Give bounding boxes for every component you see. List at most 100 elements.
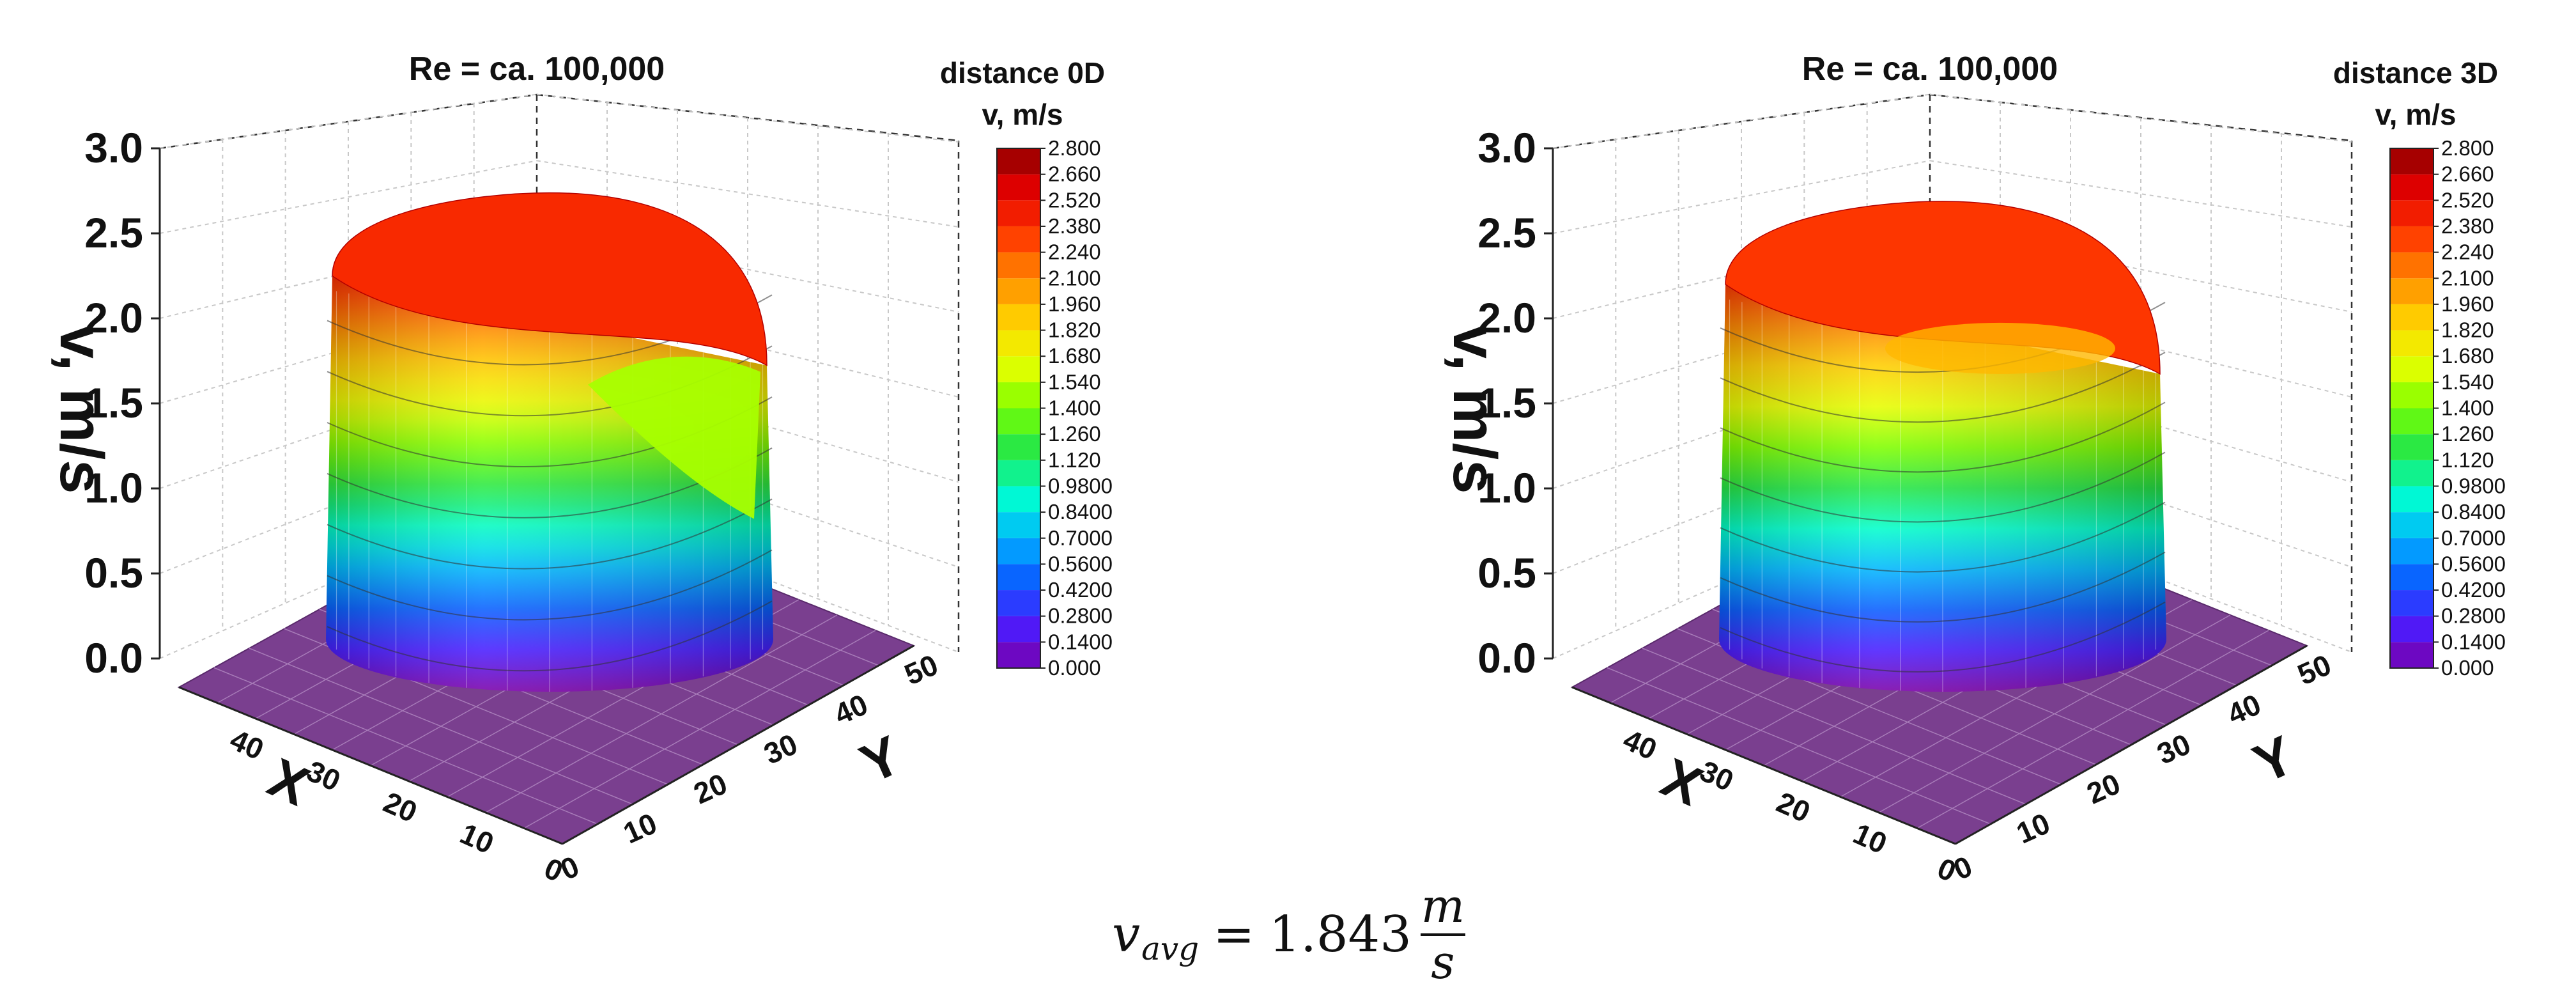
right-colorbar-band-15 (2390, 252, 2433, 279)
left-colorbar-band-4 (997, 538, 1040, 565)
left-colorbar-tick-13: 1.820 (1048, 318, 1101, 342)
right-x-axis-line (1571, 686, 1956, 845)
left-colorbar-band-9 (997, 408, 1040, 435)
left-colorbar-tick-10: 1.400 (1048, 396, 1101, 420)
right-z-tick-3: 1.5 (1477, 379, 1536, 426)
right-colorbar-band-17 (2390, 200, 2433, 226)
left-surface-notch (588, 356, 760, 519)
left-colorbar-tick-7: 0.9800 (1048, 474, 1113, 497)
right-grid-z-left-5 (1552, 160, 1931, 234)
right-y-tick-5: 50 (2293, 648, 2336, 691)
right-colorbar-tick-8: 1.120 (2441, 448, 2494, 472)
left-y-tick-1: 10 (619, 806, 662, 850)
right-colorbar-band-18 (2390, 174, 2433, 201)
formula-symbol: v (1112, 905, 1141, 963)
left-z-tick-2: 1.0 (84, 464, 143, 511)
left-colorbar-tick-0: 0.000 (1048, 656, 1101, 680)
formula-subscript: avg (1141, 930, 1199, 967)
left-colorbar-tick-11: 1.540 (1048, 370, 1101, 394)
right-colorbar-band-19 (2390, 148, 2433, 175)
left-colorbar-band-12 (997, 330, 1040, 357)
left-y-tick-3: 30 (759, 727, 803, 770)
right-colorbar-band-10 (2390, 382, 2433, 409)
left-colorbar-band-6 (997, 486, 1040, 513)
left-colorbar-tick-3: 0.4200 (1048, 578, 1113, 602)
right-y-tick-1: 10 (2012, 806, 2055, 850)
right-colorbar-band-11 (2390, 356, 2433, 382)
left-y-axis-line (562, 644, 914, 845)
left-surface-mesh (335, 291, 764, 692)
left-colorbar-band-10 (997, 382, 1040, 409)
left-colorbar-tick-17: 2.380 (1048, 214, 1101, 238)
left-colorbar-tick-8: 1.120 (1048, 448, 1101, 472)
left-colorbar-tick-18: 2.520 (1048, 188, 1101, 212)
left-floor-line-b-8 (485, 614, 838, 813)
left-colorbar-tick-19: 2.660 (1048, 162, 1101, 186)
right-contour-2 (1720, 551, 2166, 623)
right-colorbar-tick-5: 0.7000 (2441, 526, 2506, 550)
right-colorbar-tick-4: 0.5600 (2441, 552, 2506, 575)
left-colorbar-tick-6: 0.8400 (1048, 500, 1113, 524)
left-colorbar-band-7 (997, 460, 1040, 487)
left-colorbar-band-0 (997, 642, 1040, 668)
right-surface-mesh (1729, 299, 2157, 692)
left-grid-z-right-1 (536, 425, 959, 568)
right-grid-z-right-1 (1929, 425, 2352, 568)
right-colorbar-tick-19: 2.660 (2441, 162, 2494, 186)
left-y-label: Y (851, 724, 909, 795)
formula-unit-numerator: m (1421, 879, 1465, 933)
right-colorbar-band-2 (2390, 590, 2433, 616)
right-contour-1 (1720, 601, 2166, 673)
left-z-tick-5: 2.5 (84, 209, 143, 256)
left-colorbar-band-5 (997, 512, 1040, 538)
right-x-tick-2: 20 (1772, 785, 1816, 829)
right-x-tick-4: 40 (1619, 722, 1662, 766)
average-velocity-formula: v avg = 1.843 m s (1112, 882, 1465, 986)
left-colorbar-band-16 (997, 226, 1040, 253)
right-contour-6 (1720, 352, 2166, 423)
left-grid-z-left-5 (159, 160, 537, 234)
left-colorbar-band-3 (997, 564, 1040, 591)
right-z-tick-1: 0.5 (1477, 549, 1536, 596)
right-z-tick-6: 3.0 (1477, 124, 1536, 171)
left-colorbar-band-15 (997, 252, 1040, 279)
left-colorbar-band-19 (997, 148, 1040, 175)
right-z-tick-5: 2.5 (1477, 209, 1536, 256)
right-colorbar-tick-17: 2.380 (2441, 214, 2494, 238)
left-colorbar-band-11 (997, 356, 1040, 382)
right-colorbar-tick-2: 0.2800 (2441, 604, 2506, 628)
left-x-tick-1: 10 (456, 816, 499, 860)
right-colorbar-band-14 (2390, 278, 2433, 304)
surface-plot-0d: Re = ca. 100,000 distance 0D v, m/s 0.0 0.5 1… (47, 51, 1113, 882)
right-colorbar-band-3 (2390, 564, 2433, 591)
right-colorbar-tick-13: 1.820 (2441, 318, 2494, 342)
left-y-tick-0: 0 (555, 849, 584, 882)
surface-plot-3d: Re = ca. 100,000 distance 3D v, m/s 0.0 0.5 1… (1440, 51, 2506, 882)
left-colorbar-band-2 (997, 590, 1040, 616)
right-colorbar-band-1 (2390, 616, 2433, 642)
right-colorbar-band-8 (2390, 434, 2433, 460)
left-colorbar-band-1 (997, 616, 1040, 642)
left-y-tick-2: 20 (689, 767, 732, 810)
right-colorbar-band-4 (2390, 538, 2433, 565)
left-surface-top (332, 192, 767, 366)
right-colorbar-tick-20: 2.800 (2441, 136, 2494, 160)
right-colorbar-band-7 (2390, 460, 2433, 487)
right-colorbar-band-16 (2390, 226, 2433, 253)
left-colorbar-title-line1: distance 0D (940, 56, 1105, 90)
right-colorbar-title-line1: distance 3D (2333, 56, 2498, 90)
right-surface-dip (1885, 322, 2115, 374)
right-y-label: Y (2244, 724, 2302, 795)
left-colorbar-tick-20: 2.800 (1048, 136, 1101, 160)
right-title: Re = ca. 100,000 (1802, 51, 2058, 88)
left-x-tick-2: 20 (379, 785, 422, 829)
right-colorbar-band-6 (2390, 486, 2433, 513)
right-z-tick-0: 0.0 (1477, 634, 1536, 681)
left-z-tick-0: 0.0 (84, 634, 143, 681)
right-contour-5 (1720, 401, 2166, 473)
formula-unit-denominator: s (1431, 935, 1455, 989)
left-colorbar-tick-12: 1.680 (1048, 344, 1101, 368)
right-colorbar-tick-3: 0.4200 (2441, 578, 2506, 602)
right-surface-shading (1719, 284, 2166, 692)
